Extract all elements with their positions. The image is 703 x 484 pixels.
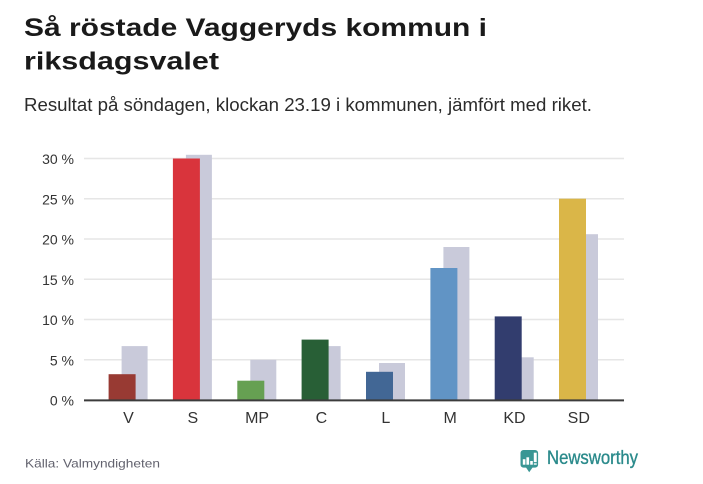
svg-text:Resultat på söndagen, klockan: Resultat på söndagen, klockan 23.19 i ko…: [24, 95, 592, 115]
svg-text:MP: MP: [245, 410, 269, 427]
svg-text:C: C: [316, 410, 328, 427]
svg-text:riksdagsvalet: riksdagsvalet: [24, 47, 220, 75]
svg-text:20 %: 20 %: [42, 232, 74, 248]
svg-text:KD: KD: [503, 410, 525, 427]
svg-text:L: L: [381, 410, 390, 427]
svg-text:S: S: [187, 410, 198, 427]
svg-text:25 %: 25 %: [42, 192, 74, 208]
svg-text:Så röstade Vaggeryds kommun i: Så röstade Vaggeryds kommun i: [24, 14, 487, 42]
svg-text:Newsworthy: Newsworthy: [547, 448, 638, 469]
svg-text:5 %: 5 %: [50, 353, 74, 369]
svg-text:10 %: 10 %: [42, 312, 74, 328]
svg-text:V: V: [123, 410, 134, 427]
svg-text:M: M: [444, 410, 457, 427]
svg-text:15 %: 15 %: [42, 272, 74, 288]
svg-text:Källa: Valmyndigheten: Källa: Valmyndigheten: [25, 457, 160, 471]
svg-text:0 %: 0 %: [50, 393, 74, 409]
svg-text:30 %: 30 %: [42, 151, 74, 167]
svg-text:SD: SD: [568, 410, 590, 427]
